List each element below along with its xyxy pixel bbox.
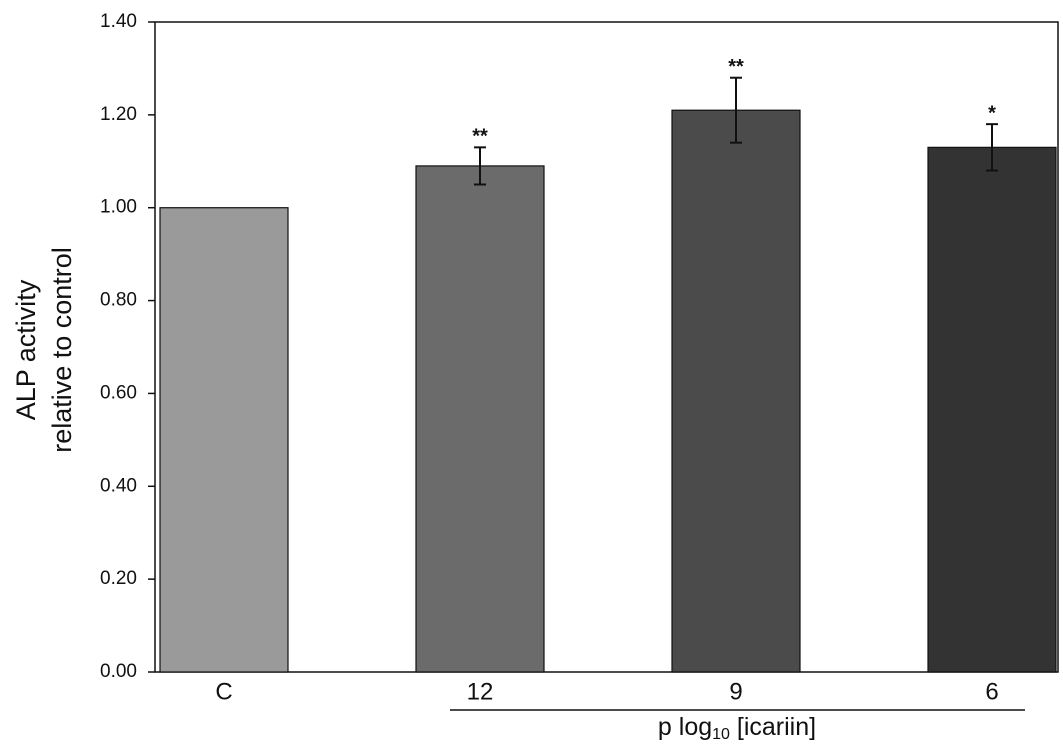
significance-annotation: * [988, 102, 996, 124]
y-axis-label: relative to control [47, 247, 77, 453]
x-tick-label: 6 [985, 678, 998, 705]
y-axis-label: ALP activity [11, 279, 41, 420]
bar [415, 165, 545, 673]
x-label-text: [icariin] [730, 713, 816, 741]
significance-annotation: ** [728, 56, 744, 78]
bar [159, 207, 289, 673]
bar [671, 109, 801, 673]
y-label-group: ALP activity [11, 279, 41, 420]
x-tick-label: 12 [467, 678, 494, 705]
x-axis-label: p log10 [icariin] [658, 713, 816, 744]
y-tick-label: 0.40 [100, 475, 137, 496]
x-tick-label: C [215, 678, 232, 705]
y-tick-label: 0.00 [100, 661, 137, 682]
bar [927, 146, 1057, 673]
x-label-text: p log [658, 713, 712, 741]
y-tick-label: 0.80 [100, 290, 137, 311]
significance-annotation: ** [472, 126, 488, 148]
y-label-group: relative to control [47, 247, 77, 453]
y-tick-label: 1.20 [100, 104, 137, 125]
x-label-subscript: 10 [712, 726, 730, 743]
x-tick-label: 9 [729, 678, 742, 705]
y-tick-label: 1.00 [100, 197, 137, 218]
plot-frame [154, 21, 1059, 673]
y-tick-label: 0.20 [100, 568, 137, 589]
y-tick-label: 0.60 [100, 382, 137, 403]
y-tick-label: 1.40 [100, 11, 137, 32]
